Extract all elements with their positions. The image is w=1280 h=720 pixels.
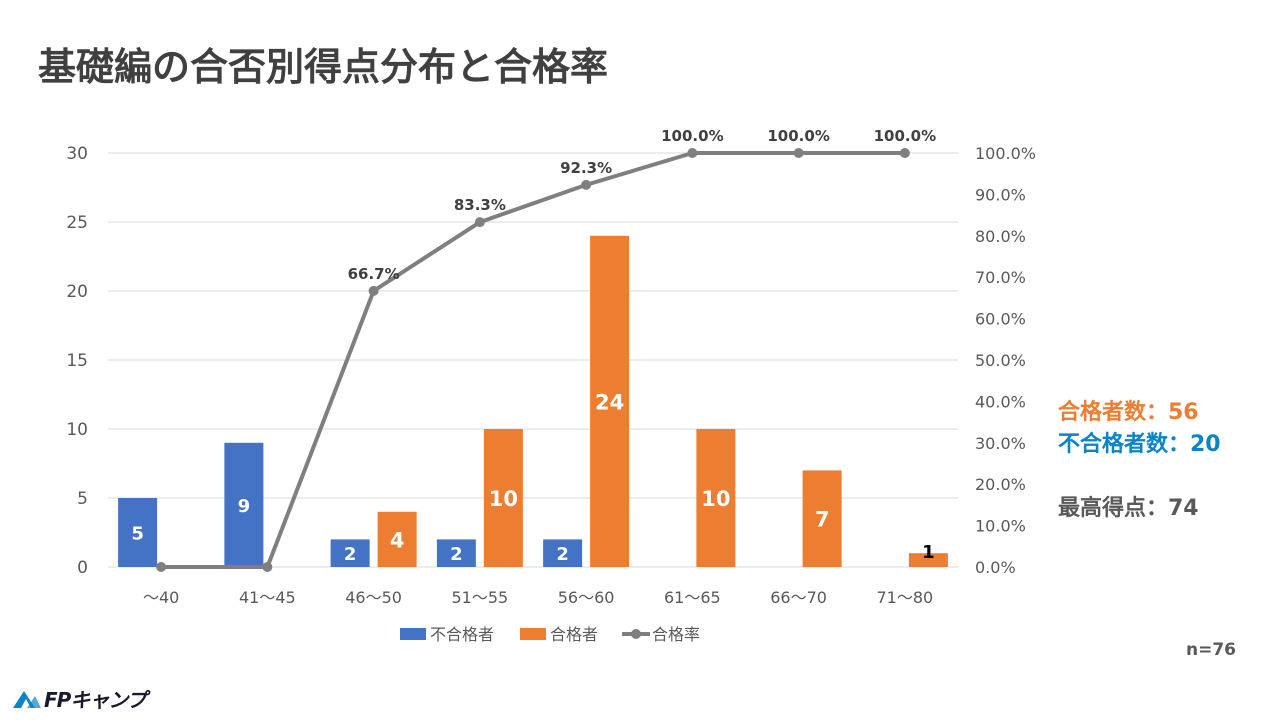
rate-marker xyxy=(899,148,910,158)
rate-label: 83.3% xyxy=(454,196,506,214)
bar-fail xyxy=(436,539,476,567)
bar-pass xyxy=(696,429,736,567)
rate-label: 92.3% xyxy=(560,159,612,177)
legend-label-rate: 合格率 xyxy=(652,625,700,644)
rate-marker xyxy=(368,285,379,296)
y2-tick-label: 70.0% xyxy=(975,268,1026,287)
legend-label-fail: 不合格者 xyxy=(430,625,494,644)
bar-pass xyxy=(802,470,842,567)
x-tick-label: 66～70 xyxy=(770,588,827,607)
y-tick-label: 25 xyxy=(66,213,88,233)
rate-marker xyxy=(156,562,167,572)
rate-label: 100.0% xyxy=(661,127,723,145)
y-tick-label: 20 xyxy=(66,282,88,302)
x-tick-label: 61～65 xyxy=(664,588,721,607)
bar-fail-label: 2 xyxy=(556,544,569,565)
bar-pass-label: 10 xyxy=(489,487,518,511)
rate-marker xyxy=(687,148,698,158)
rate-line xyxy=(161,151,905,569)
bar-fail-label: 5 xyxy=(131,524,144,545)
bar-pass xyxy=(483,429,523,567)
sample-size: n=76 xyxy=(1186,640,1237,660)
y-tick-label: 30 xyxy=(66,144,88,164)
rate-marker xyxy=(581,179,592,190)
x-tick-label: 71～80 xyxy=(877,588,934,607)
legend-label-pass: 合格者 xyxy=(550,625,598,644)
bar-fail xyxy=(224,442,264,567)
bar-fail xyxy=(118,498,158,567)
fail-count-label: 不合格者数：20 xyxy=(1058,432,1221,457)
y2-tick-label: 100.0% xyxy=(975,144,1036,163)
bar-fail-label: 9 xyxy=(238,496,251,517)
bar-pass xyxy=(377,511,417,567)
bar-pass-label: 7 xyxy=(815,508,830,532)
legend-swatch-pass xyxy=(520,628,546,640)
rate-label: 100.0% xyxy=(874,127,936,145)
bar-fail xyxy=(330,539,370,567)
bar-fail-label: 2 xyxy=(450,544,463,565)
y2-tick-label: 90.0% xyxy=(975,185,1026,204)
bar-pass-label: 24 xyxy=(595,390,624,414)
logo-text: FPキャンプ xyxy=(44,688,147,712)
y2-tick-label: 40.0% xyxy=(975,392,1026,411)
page-title: 基礎編の合否別得点分布と合格率 xyxy=(38,45,609,89)
y-tick-label: 10 xyxy=(66,420,88,440)
pass-count-label: 合格者数：56 xyxy=(1058,400,1199,425)
bar-fail-label: 2 xyxy=(344,544,357,565)
y2-tick-label: 50.0% xyxy=(975,351,1026,370)
y2-tick-label: 30.0% xyxy=(975,434,1026,453)
legend-marker-rate xyxy=(631,629,641,639)
brand-logo: FPキャンプ xyxy=(12,684,147,713)
x-tick-label: 41～45 xyxy=(239,588,296,607)
legend-swatch-fail xyxy=(400,628,426,640)
x-tick-label: 46～50 xyxy=(345,588,402,607)
rate-marker xyxy=(793,148,804,158)
y2-tick-label: 80.0% xyxy=(975,227,1026,246)
rate-label: 100.0% xyxy=(767,127,829,145)
rate-marker xyxy=(262,562,273,572)
x-tick-label: 56～60 xyxy=(558,588,615,607)
max-score-label: 最高得点：74 xyxy=(1058,496,1199,521)
mountain-logo-icon xyxy=(13,690,41,708)
bar-pass-label: 4 xyxy=(390,528,405,552)
bar-pass xyxy=(590,235,630,568)
y2-tick-label: 20.0% xyxy=(975,475,1026,494)
y2-tick-label: 0.0% xyxy=(975,558,1016,577)
bar-pass xyxy=(908,553,948,567)
rate-label: 66.7% xyxy=(348,265,400,283)
bar-fail xyxy=(543,539,583,567)
x-tick-label: ～40 xyxy=(143,588,179,607)
y2-tick-label: 60.0% xyxy=(975,310,1026,329)
y-tick-label: 0 xyxy=(77,558,88,578)
y-tick-label: 15 xyxy=(66,351,88,371)
y-tick-label: 5 xyxy=(77,489,88,509)
x-tick-label: 51～55 xyxy=(452,588,509,607)
rate-marker xyxy=(474,217,485,228)
bar-pass-label: 1 xyxy=(922,542,935,563)
y2-tick-label: 10.0% xyxy=(975,517,1026,536)
bar-pass-label: 10 xyxy=(701,487,730,511)
